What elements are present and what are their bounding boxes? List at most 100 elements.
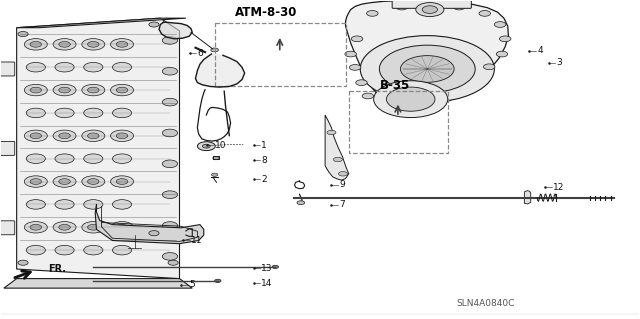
Circle shape [18, 260, 28, 265]
Polygon shape [346, 1, 508, 110]
Circle shape [30, 133, 42, 139]
Polygon shape [4, 278, 192, 288]
FancyBboxPatch shape [0, 62, 15, 76]
Circle shape [351, 36, 363, 42]
Text: 1: 1 [261, 141, 267, 150]
Circle shape [82, 84, 105, 96]
Circle shape [82, 222, 105, 233]
Polygon shape [17, 18, 179, 278]
Text: 11: 11 [191, 236, 202, 245]
Circle shape [163, 160, 177, 167]
Text: 7: 7 [339, 200, 345, 209]
Circle shape [26, 63, 45, 72]
Circle shape [53, 222, 76, 233]
Polygon shape [95, 204, 204, 244]
Circle shape [84, 200, 103, 209]
Circle shape [387, 87, 435, 111]
Polygon shape [17, 18, 186, 28]
Circle shape [26, 108, 45, 118]
Text: 2: 2 [261, 175, 267, 184]
Circle shape [24, 222, 47, 233]
Circle shape [116, 41, 128, 47]
Text: ATM-8-30: ATM-8-30 [234, 6, 297, 19]
Circle shape [111, 176, 134, 187]
Circle shape [55, 63, 74, 72]
Circle shape [163, 222, 177, 229]
Circle shape [362, 93, 374, 99]
Circle shape [53, 84, 76, 96]
Circle shape [111, 222, 134, 233]
Circle shape [82, 130, 105, 142]
FancyBboxPatch shape [0, 141, 15, 155]
Circle shape [59, 225, 70, 230]
Circle shape [84, 245, 103, 255]
Circle shape [84, 108, 103, 118]
Circle shape [88, 87, 99, 93]
Circle shape [55, 108, 74, 118]
Circle shape [111, 84, 134, 96]
Text: 3: 3 [556, 58, 562, 67]
Circle shape [55, 200, 74, 209]
Circle shape [479, 11, 490, 16]
Circle shape [168, 260, 178, 265]
Circle shape [499, 36, 511, 42]
Circle shape [339, 172, 348, 176]
Circle shape [24, 84, 47, 96]
Text: 13: 13 [261, 263, 273, 273]
Circle shape [30, 179, 42, 184]
Circle shape [88, 225, 99, 230]
Circle shape [422, 6, 438, 13]
Circle shape [149, 231, 159, 236]
Circle shape [367, 11, 378, 16]
Circle shape [55, 154, 74, 163]
Text: 6: 6 [197, 48, 203, 58]
Circle shape [59, 179, 70, 184]
Circle shape [163, 98, 177, 106]
Text: 14: 14 [261, 279, 273, 288]
Circle shape [327, 130, 336, 135]
Circle shape [30, 87, 42, 93]
Polygon shape [325, 115, 349, 180]
Text: 8: 8 [261, 156, 267, 165]
Circle shape [24, 176, 47, 187]
Circle shape [18, 32, 28, 37]
Circle shape [380, 45, 475, 93]
Circle shape [24, 130, 47, 142]
FancyBboxPatch shape [392, 0, 471, 8]
Circle shape [113, 154, 132, 163]
Circle shape [113, 200, 132, 209]
Circle shape [116, 179, 128, 184]
Polygon shape [524, 191, 531, 204]
Circle shape [24, 39, 47, 50]
Circle shape [333, 157, 342, 162]
Polygon shape [159, 22, 192, 39]
Text: 4: 4 [537, 46, 543, 56]
Circle shape [30, 41, 42, 47]
Circle shape [88, 179, 99, 184]
Text: SLN4A0840C: SLN4A0840C [457, 299, 515, 308]
Circle shape [113, 108, 132, 118]
Circle shape [416, 3, 444, 17]
Circle shape [197, 142, 215, 151]
Polygon shape [195, 54, 244, 87]
Circle shape [59, 41, 70, 47]
Circle shape [396, 4, 408, 10]
Circle shape [113, 63, 132, 72]
Circle shape [59, 87, 70, 93]
Circle shape [88, 41, 99, 47]
Circle shape [163, 253, 177, 260]
Circle shape [111, 39, 134, 50]
Circle shape [163, 191, 177, 198]
Circle shape [116, 87, 128, 93]
Circle shape [53, 39, 76, 50]
Circle shape [496, 51, 508, 57]
Circle shape [116, 225, 128, 230]
Circle shape [454, 4, 465, 10]
Circle shape [163, 37, 177, 44]
Circle shape [113, 245, 132, 255]
Circle shape [214, 279, 221, 282]
Circle shape [272, 265, 278, 269]
Circle shape [149, 22, 159, 27]
Circle shape [55, 245, 74, 255]
Circle shape [53, 130, 76, 142]
